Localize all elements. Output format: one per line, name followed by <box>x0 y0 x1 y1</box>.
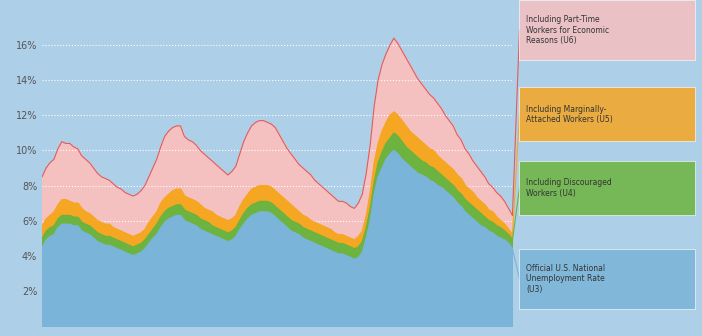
Text: Official U.S. National
Unemployment Rate
(U3): Official U.S. National Unemployment Rate… <box>526 264 606 294</box>
Text: Including Part-Time
Workers for Economic
Reasons (U6): Including Part-Time Workers for Economic… <box>526 15 609 45</box>
Text: Including Discouraged
Workers (U4): Including Discouraged Workers (U4) <box>526 178 612 198</box>
Text: Including Marginally-
Attached Workers (U5): Including Marginally- Attached Workers (… <box>526 104 614 124</box>
